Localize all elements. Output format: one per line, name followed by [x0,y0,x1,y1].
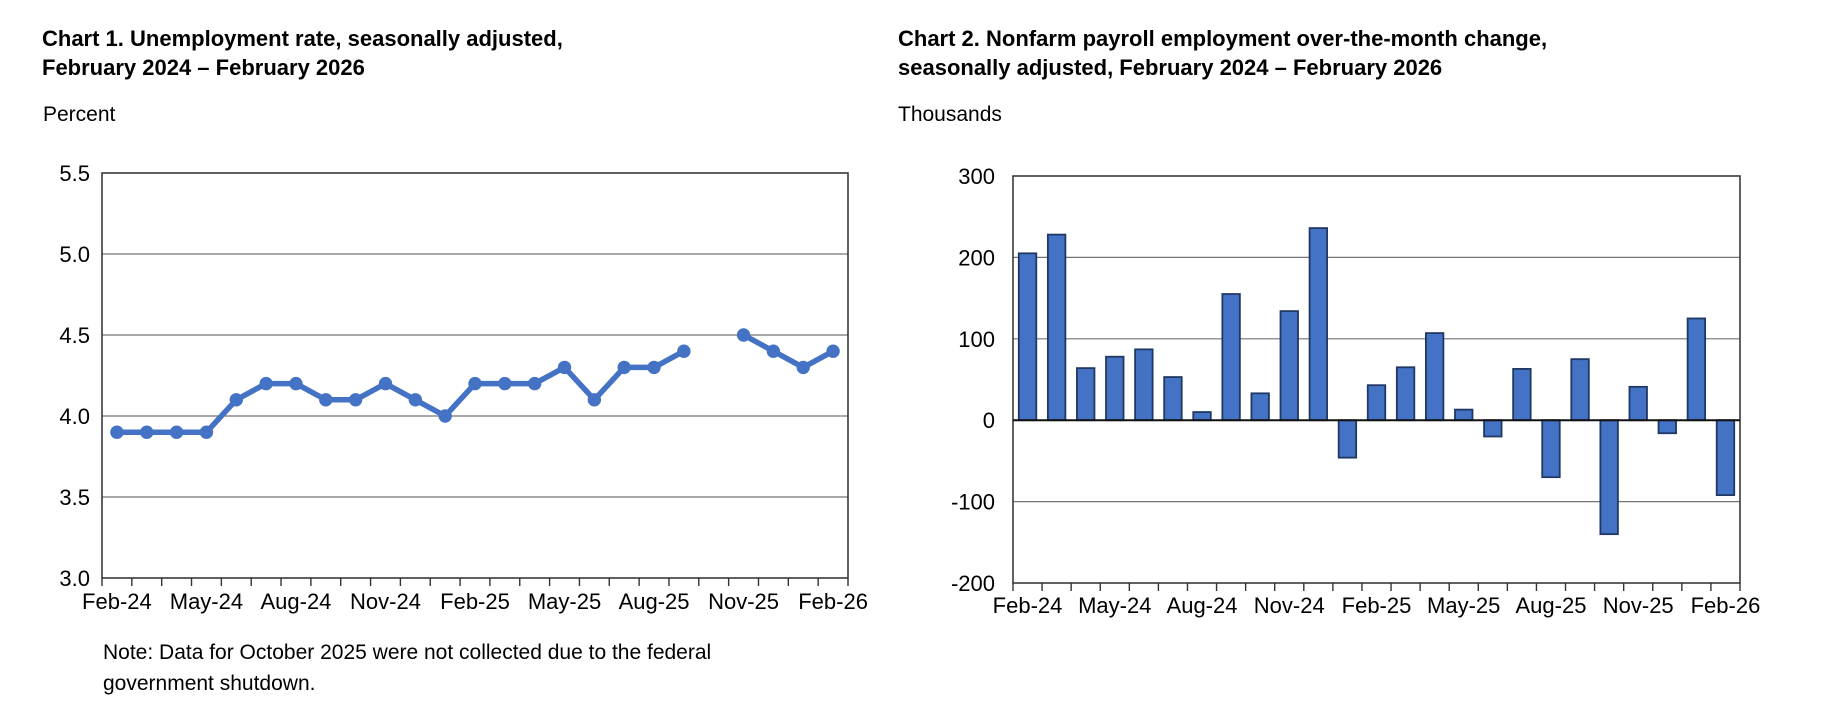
y-tick-label: 4.0 [59,404,90,429]
payroll-change-bar [1483,419,1503,438]
payroll-change-bar [1512,368,1532,422]
x-tick-label: Nov-25 [708,589,779,614]
payroll-change-bar [1017,252,1038,422]
line-point-marker [348,393,363,407]
y-tick-label: 5.0 [59,242,90,267]
x-tick-label: May-24 [170,589,243,614]
payroll-change-bar [1657,419,1677,435]
payroll-change-bar [1308,227,1328,422]
line-point-marker [140,425,154,439]
payroll-change-bar [1337,419,1358,459]
payroll-change-bar [1599,419,1619,536]
payroll-change-bar [1192,411,1212,422]
line-point-marker [169,425,184,439]
x-tick-label: Aug-25 [619,589,690,614]
x-tick-label: Aug-24 [1167,593,1238,618]
y-tick-label: 200 [958,245,995,270]
line-point-marker [199,425,214,439]
x-tick-label: Feb-26 [1691,593,1761,618]
payroll-change-bar [1715,419,1736,496]
y-tick-label: 4.5 [59,323,90,348]
chart-1-title: Chart 1. Unemployment rate, seasonally a… [42,24,563,82]
line-point-marker [766,344,781,358]
chart-1-title-line1: Chart 1. Unemployment rate, seasonally a… [42,26,563,51]
chart-2-y-unit-label: Thousands [898,103,1002,126]
chart-1-note: Note: Data for October 2025 were not col… [103,637,711,699]
x-tick-label: Feb-25 [1342,593,1412,618]
plot-border [1012,175,1741,584]
payroll-change-bar [1541,419,1561,479]
y-tick-label: 300 [958,164,995,189]
line-point-marker [826,344,840,358]
payroll-change-bar [1163,376,1183,422]
y-tick-label: 5.5 [59,161,90,186]
plot-border [101,172,849,579]
x-tick-label: Feb-24 [993,593,1063,618]
line-point-marker [647,360,661,375]
x-tick-label: Aug-25 [1516,593,1587,618]
line-point-marker [319,393,333,407]
payroll-change-bar [1366,384,1387,422]
chart-1-note-line2: government shutdown. [103,672,316,695]
line-point-marker [677,344,691,358]
x-tick-label: Nov-24 [1254,593,1325,618]
payroll-change-bar [1454,408,1474,422]
y-tick-label: 0 [983,408,995,433]
payroll-change-bar [1628,385,1648,422]
y-tick-label: 3.0 [59,566,90,591]
chart-1-title-line2: February 2024 – February 2026 [42,55,365,80]
line-point-marker [289,376,303,391]
x-tick-label: Nov-25 [1603,593,1674,618]
payroll-change-bar [1425,332,1445,422]
y-tick-label: 100 [958,327,995,352]
payroll-change-bar [1221,293,1241,422]
line-point-marker [736,328,751,342]
x-tick-label: Feb-24 [82,589,152,614]
line-point-marker [110,425,124,439]
payroll-change-bar [1076,367,1096,422]
line-point-marker [617,360,631,375]
payroll-change-bar [1134,348,1154,422]
line-point-marker [229,393,243,407]
chart-2-title-line1: Chart 2. Nonfarm payroll employment over… [898,26,1548,51]
line-point-marker [259,376,273,391]
x-tick-label: May-25 [528,589,601,614]
payroll-change-bar [1279,310,1299,422]
payroll-change-bar [1046,233,1067,422]
payroll-change-bar [1105,355,1125,422]
x-tick-label: May-24 [1078,593,1151,618]
line-point-marker [527,376,542,391]
line-point-marker [468,376,482,391]
y-tick-label: -200 [951,571,995,596]
x-tick-label: May-25 [1427,593,1500,618]
line-point-marker [587,393,602,407]
chart-1-y-unit-label: Percent [43,103,116,126]
chart-2-title-line2: seasonally adjusted, February 2024 – Feb… [898,55,1443,80]
payroll-change-bar [1395,366,1416,422]
x-tick-label: Nov-24 [350,589,421,614]
payroll-change-bar [1686,317,1707,422]
line-point-marker [378,376,393,391]
chart-2-title: Chart 2. Nonfarm payroll employment over… [898,24,1547,82]
x-tick-label: Aug-24 [260,589,331,614]
y-tick-label: -100 [951,490,995,515]
payroll-change-bar [1250,392,1270,422]
unemployment-rate-line [114,348,687,435]
x-tick-label: Feb-25 [440,589,510,614]
line-point-marker [796,360,810,375]
x-tick-label: Feb-26 [798,589,868,614]
chart-1-note-line1: Note: Data for October 2025 were not col… [103,641,712,664]
y-tick-label: 3.5 [59,485,90,510]
unemployment-rate-line [740,332,836,371]
payroll-change-bar [1570,358,1590,422]
line-point-marker [498,376,512,391]
line-point-marker [438,409,452,423]
line-point-marker [408,393,423,407]
line-point-marker [557,360,572,375]
